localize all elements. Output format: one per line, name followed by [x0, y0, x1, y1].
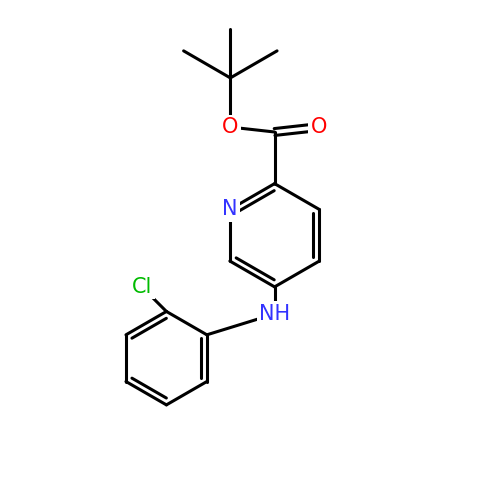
Text: O: O	[310, 117, 327, 137]
Text: N: N	[222, 200, 238, 220]
Text: NH: NH	[259, 304, 290, 324]
Text: Cl: Cl	[132, 277, 152, 297]
Text: O: O	[222, 117, 238, 137]
